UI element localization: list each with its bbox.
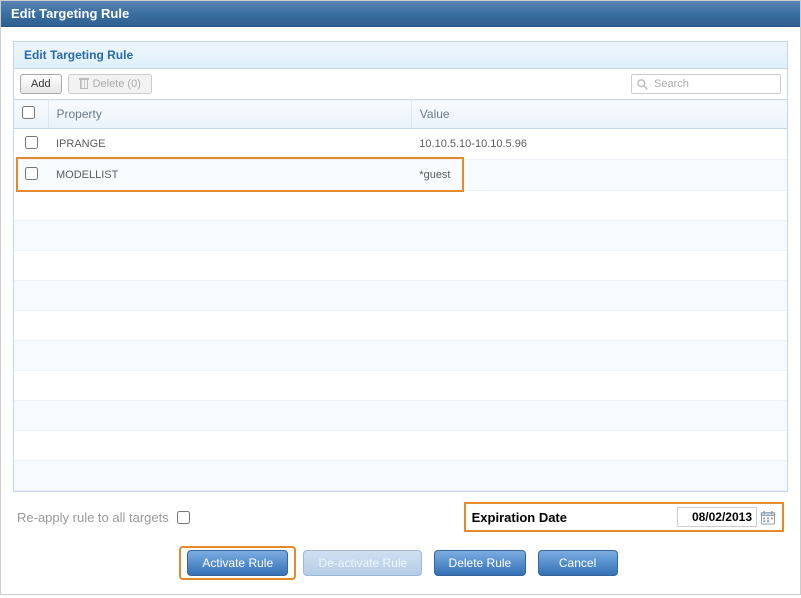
cell-value: 10.10.5.10-10.10.5.96 <box>411 129 787 160</box>
cancel-button[interactable]: Cancel <box>538 550 618 576</box>
expiration-field <box>677 507 776 527</box>
cell-property: IPRANGE <box>48 129 411 160</box>
search-field <box>631 74 781 94</box>
cell-empty <box>14 371 48 401</box>
expiration-input[interactable] <box>677 507 757 527</box>
buttons-row: Activate Rule De-activate Rule Delete Ru… <box>13 538 788 584</box>
table-row-empty <box>14 221 787 251</box>
expiration-wrap: Expiration Date <box>464 502 784 532</box>
dialog-body: Edit Targeting Rule Add Delete (0) <box>1 27 800 594</box>
cell-empty <box>411 311 787 341</box>
cell-empty <box>411 401 787 431</box>
cell-empty <box>14 431 48 461</box>
table-header-row: Property Value <box>14 100 787 129</box>
footer-row: Re-apply rule to all targets Expiration … <box>13 492 788 538</box>
cell-empty <box>48 401 411 431</box>
dialog-title: Edit Targeting Rule <box>1 1 800 27</box>
grid-wrap: Property Value IPRANGE10.10.5.10-10.10.5… <box>14 99 787 491</box>
add-button[interactable]: Add <box>20 74 62 94</box>
row-checkbox[interactable] <box>25 136 38 149</box>
table-row-empty <box>14 251 787 281</box>
edit-targeting-dialog: Edit Targeting Rule Edit Targeting Rule … <box>0 0 801 595</box>
delete-button[interactable]: Delete (0) <box>68 74 152 94</box>
table-row-empty <box>14 191 787 221</box>
row-checkbox[interactable] <box>25 167 38 180</box>
search-input[interactable] <box>631 74 781 94</box>
table-row-empty <box>14 311 787 341</box>
cell-empty <box>48 371 411 401</box>
table-row-empty <box>14 431 787 461</box>
cell-empty <box>48 431 411 461</box>
table-row[interactable]: IPRANGE10.10.5.10-10.10.5.96 <box>14 129 787 160</box>
cell-empty <box>14 461 48 491</box>
cell-property: MODELLIST <box>48 160 411 191</box>
cell-empty <box>411 191 787 221</box>
cell-empty <box>48 191 411 221</box>
cell-empty <box>14 401 48 431</box>
cell-empty <box>411 251 787 281</box>
table-row-empty <box>14 461 787 491</box>
row-checkbox-cell <box>14 160 48 191</box>
table-row[interactable]: MODELLIST*guest <box>14 160 787 191</box>
cell-empty <box>48 251 411 281</box>
cell-empty <box>14 281 48 311</box>
header-checkbox-cell <box>14 100 48 129</box>
targeting-panel: Edit Targeting Rule Add Delete (0) <box>13 41 788 492</box>
panel-toolbar: Add Delete (0) <box>14 69 787 99</box>
reapply-checkbox[interactable] <box>177 511 190 524</box>
activate-button[interactable]: Activate Rule <box>187 550 288 576</box>
deactivate-button[interactable]: De-activate Rule <box>303 550 422 576</box>
trash-icon <box>79 78 89 89</box>
cell-empty <box>14 251 48 281</box>
delete-rule-button[interactable]: Delete Rule <box>434 550 527 576</box>
cell-empty <box>48 311 411 341</box>
calendar-icon[interactable] <box>760 510 776 525</box>
cell-empty <box>411 281 787 311</box>
cell-empty <box>411 371 787 401</box>
cell-empty <box>14 191 48 221</box>
cell-empty <box>48 221 411 251</box>
cell-empty <box>48 461 411 491</box>
rules-table: Property Value IPRANGE10.10.5.10-10.10.5… <box>14 99 787 491</box>
cell-empty <box>48 281 411 311</box>
table-row-empty <box>14 401 787 431</box>
cell-empty <box>48 341 411 371</box>
table-row-empty <box>14 281 787 311</box>
activate-highlight: Activate Rule <box>179 546 296 580</box>
cell-empty <box>411 461 787 491</box>
table-row-empty <box>14 371 787 401</box>
header-property[interactable]: Property <box>48 100 411 129</box>
cell-value: *guest <box>411 160 787 191</box>
cell-empty <box>411 431 787 461</box>
search-icon <box>636 78 648 90</box>
select-all-checkbox[interactable] <box>22 106 35 119</box>
cell-empty <box>411 221 787 251</box>
panel-title: Edit Targeting Rule <box>14 42 787 69</box>
cell-empty <box>411 341 787 371</box>
expiration-label: Expiration Date <box>472 510 567 525</box>
reapply-label: Re-apply rule to all targets <box>17 510 169 525</box>
delete-button-label: Delete (0) <box>93 78 141 90</box>
row-checkbox-cell <box>14 129 48 160</box>
cell-empty <box>14 341 48 371</box>
cell-empty <box>14 311 48 341</box>
cell-empty <box>14 221 48 251</box>
table-row-empty <box>14 341 787 371</box>
header-value[interactable]: Value <box>411 100 787 129</box>
